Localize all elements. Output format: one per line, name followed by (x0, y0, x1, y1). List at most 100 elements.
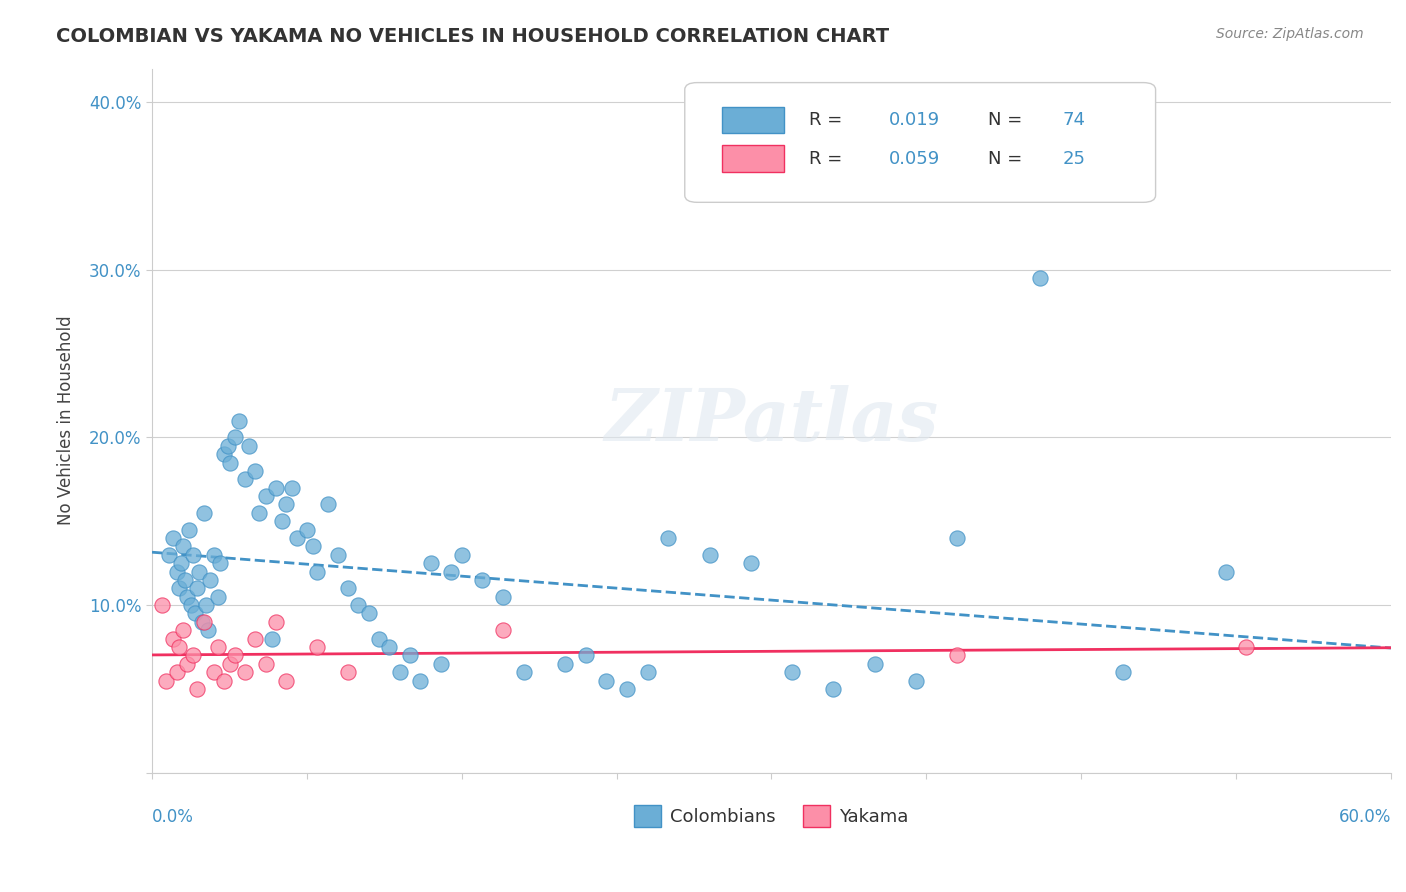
Point (637, 665, 659, 680)
Point (575, 648, 598, 663)
FancyBboxPatch shape (685, 83, 1156, 202)
Point (254, 489, 277, 503)
Point (388, 665, 411, 680)
Point (440, 565, 463, 579)
Point (347, 598, 370, 612)
Text: N =: N = (988, 150, 1028, 168)
Point (219, 657, 242, 671)
Point (1215, 565, 1237, 579)
Point (302, 540, 325, 554)
Text: Source: ZipAtlas.com: Source: ZipAtlas.com (1216, 27, 1364, 41)
Point (224, 430, 246, 444)
Point (233, 665, 256, 680)
Text: N =: N = (988, 111, 1028, 129)
Point (285, 531, 308, 545)
Point (247, 506, 270, 520)
Point (186, 681, 208, 696)
Point (281, 481, 304, 495)
Text: 74: 74 (1063, 111, 1085, 129)
Point (162, 632, 184, 646)
Point (176, 657, 198, 671)
Point (172, 540, 194, 554)
Point (276, 673, 298, 688)
Text: 60.0%: 60.0% (1339, 808, 1391, 826)
Point (224, 648, 246, 663)
Point (657, 531, 679, 545)
Point (245, 464, 267, 478)
Point (167, 582, 190, 596)
Point (198, 573, 221, 587)
Point (1236, 640, 1258, 654)
Text: ZIPatlas: ZIPatlas (605, 385, 939, 456)
Legend: Colombians, Yakama: Colombians, Yakama (627, 797, 915, 834)
Point (193, 506, 215, 520)
Point (409, 673, 432, 688)
Point (492, 624, 515, 638)
Point (946, 648, 969, 663)
Point (1029, 271, 1052, 285)
Point (202, 665, 225, 680)
Point (194, 598, 217, 612)
Point (699, 548, 721, 562)
Point (316, 498, 339, 512)
Text: R =: R = (808, 111, 848, 129)
Point (184, 607, 207, 621)
Point (202, 548, 225, 562)
Text: 0.059: 0.059 (889, 150, 941, 168)
Point (186, 582, 208, 596)
Point (357, 607, 380, 621)
Point (209, 556, 232, 570)
Point (595, 673, 617, 688)
Point (271, 514, 294, 528)
Point (450, 548, 472, 562)
Point (188, 565, 211, 579)
Point (181, 648, 204, 663)
Point (295, 523, 318, 537)
Point (214, 673, 236, 688)
Point (193, 615, 215, 629)
Point (264, 615, 287, 629)
Y-axis label: No Vehicles in Household: No Vehicles in Household (58, 316, 75, 525)
Point (180, 598, 202, 612)
Point (207, 590, 229, 604)
Point (166, 665, 188, 680)
Point (190, 615, 212, 629)
Point (217, 439, 239, 453)
Point (740, 556, 762, 570)
Point (162, 531, 184, 545)
Point (264, 481, 287, 495)
Point (260, 632, 283, 646)
Point (307, 640, 329, 654)
Point (214, 447, 236, 461)
Point (233, 472, 256, 486)
Point (471, 573, 494, 587)
Point (1111, 665, 1133, 680)
Point (863, 657, 886, 671)
Point (150, 598, 173, 612)
Point (157, 548, 180, 562)
Point (219, 456, 242, 470)
Text: COLOMBIAN VS YAKAMA NO VEHICLES IN HOUSEHOLD CORRELATION CHART: COLOMBIAN VS YAKAMA NO VEHICLES IN HOUSE… (56, 27, 890, 45)
Point (170, 556, 193, 570)
Point (554, 657, 576, 671)
Point (181, 548, 204, 562)
Point (492, 590, 515, 604)
Point (276, 498, 298, 512)
Text: 0.0%: 0.0% (152, 808, 194, 826)
Point (176, 590, 198, 604)
Point (430, 657, 453, 671)
FancyBboxPatch shape (721, 106, 785, 133)
Point (179, 523, 201, 537)
Point (254, 657, 277, 671)
Point (780, 665, 803, 680)
Point (307, 565, 329, 579)
Text: 25: 25 (1063, 150, 1085, 168)
Point (946, 531, 969, 545)
Point (238, 439, 260, 453)
Point (207, 640, 229, 654)
Point (512, 665, 534, 680)
Point (197, 624, 219, 638)
FancyBboxPatch shape (721, 145, 785, 172)
Point (368, 632, 391, 646)
Point (172, 624, 194, 638)
